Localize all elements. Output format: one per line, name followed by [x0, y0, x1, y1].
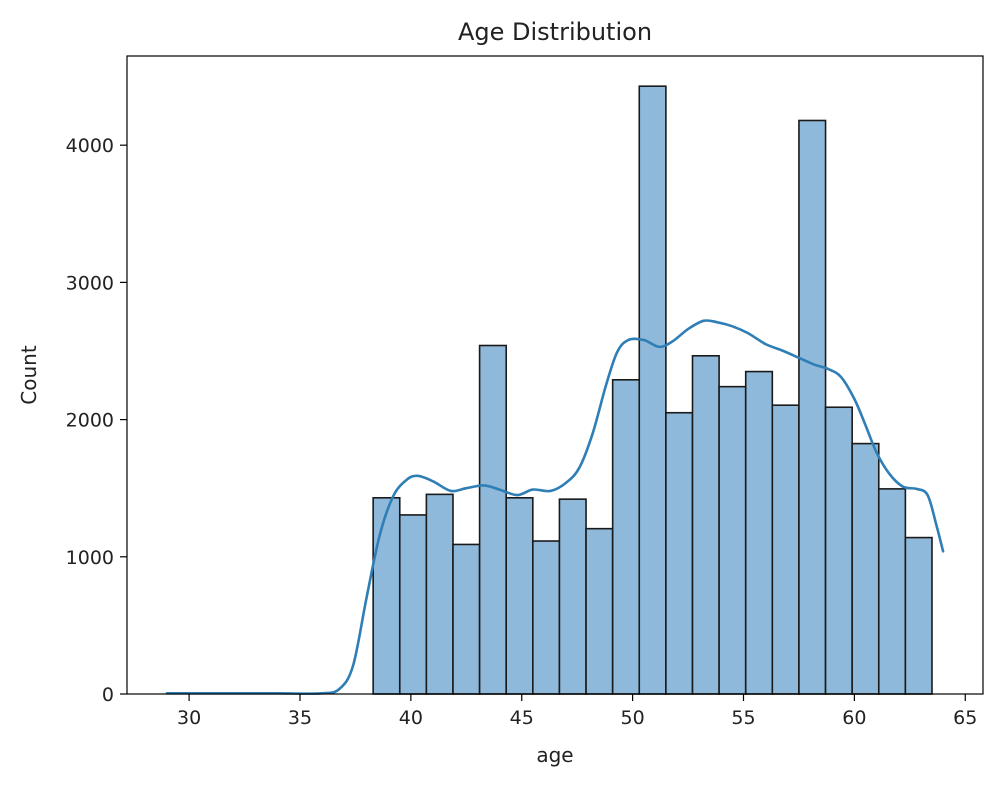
x-axis-label: age [536, 743, 573, 767]
x-tick-label: 30 [177, 707, 201, 729]
histogram-bar [452, 543, 481, 695]
kde-layer [165, 319, 945, 695]
histogram-bar [904, 536, 933, 695]
histogram-bar [824, 406, 853, 695]
histogram-bar [398, 514, 428, 695]
kde-curve [165, 319, 945, 695]
y-tick-label: 1000 [66, 547, 114, 569]
histogram-bar [638, 85, 667, 695]
histogram-bar [611, 379, 641, 695]
histogram-bar [665, 411, 694, 695]
plot-frame [126, 55, 984, 695]
histogram-bar [505, 496, 534, 695]
x-tick-label: 40 [399, 707, 423, 729]
y-tick-label: 4000 [66, 135, 114, 157]
x-tick-label: 45 [510, 707, 534, 729]
histogram-bar [585, 527, 614, 695]
x-tick-label: 65 [953, 707, 977, 729]
histogram-bar [771, 404, 800, 695]
histogram-bar [798, 119, 827, 695]
y-tick-label: 3000 [66, 272, 114, 294]
x-tick-label: 55 [731, 707, 755, 729]
histogram-bar [478, 344, 508, 695]
y-tick-label: 0 [102, 684, 114, 706]
histogram-bar [851, 442, 880, 695]
histogram-bar [877, 488, 907, 695]
x-tick-label: 35 [288, 707, 312, 729]
histogram-bar [558, 498, 587, 695]
x-tick-label: 50 [621, 707, 645, 729]
histogram-bar [532, 540, 561, 695]
y-axis-label: Count [17, 345, 41, 405]
bars-layer [372, 85, 933, 695]
histogram-bar [744, 370, 774, 695]
histogram-bar [372, 496, 401, 695]
histogram-bar [718, 385, 747, 695]
histogram-bar [691, 354, 720, 695]
chart-title: Age Distribution [458, 18, 652, 46]
axes-layer: 30 35 40 45 50 55 60 65 0 1000 2000 3000 4000 [66, 55, 984, 729]
x-tick-label: 60 [842, 707, 866, 729]
histogram-bar [425, 493, 454, 695]
y-tick-label: 2000 [66, 410, 114, 432]
